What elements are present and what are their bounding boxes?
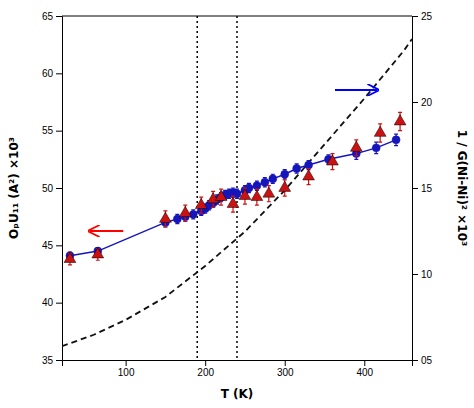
y-axis-title: OₚU₁₁ (A²) ×10³ — [7, 137, 21, 239]
tick: 55 — [42, 125, 62, 136]
tick-mark — [412, 360, 418, 361]
marker — [92, 248, 104, 258]
marker — [372, 144, 380, 152]
tick-label: 300 — [277, 367, 294, 378]
y2-axis-title: 1 / G(Ni-Ni)² ×10³ — [455, 130, 469, 247]
marker — [350, 141, 362, 151]
chart: 100 200 300 400 35 40 45 50 55 60 65 05 10 15 20 25 T (K… — [0, 0, 474, 408]
series-markers — [66, 134, 400, 260]
tick: 400 — [356, 360, 373, 378]
tick-mark — [126, 360, 127, 366]
marker — [215, 190, 227, 200]
tick-mark — [56, 16, 62, 17]
vertical-line — [196, 16, 198, 360]
tick-label: 400 — [356, 367, 373, 378]
tick: 25 — [412, 11, 433, 22]
marker — [279, 181, 291, 191]
tick-label: 65 — [42, 11, 54, 22]
tick: 10 — [412, 269, 433, 280]
marker — [327, 155, 339, 165]
tick-mark — [56, 360, 62, 361]
tick: 40 — [42, 297, 62, 308]
marker — [227, 197, 239, 207]
marker — [253, 182, 261, 190]
tick-label: 15 — [421, 183, 433, 194]
x-axis-title: T (K) — [221, 387, 254, 401]
tick-mark — [56, 73, 62, 74]
tick-mark — [285, 360, 286, 366]
marker — [303, 170, 315, 180]
axis-line — [56, 17, 63, 361]
tick-label: 10 — [421, 269, 433, 280]
tick: 300 — [277, 360, 294, 378]
tick-label: 40 — [42, 297, 54, 308]
tick: 05 — [412, 355, 433, 366]
tick-label: 45 — [42, 240, 54, 251]
marker — [394, 115, 406, 125]
tick: 15 — [412, 183, 433, 194]
arrows — [90, 90, 377, 231]
series-line — [70, 140, 396, 256]
tick: 100 — [118, 360, 135, 378]
axis-line — [413, 17, 419, 361]
tick: 60 — [42, 68, 62, 79]
tick-label: 50 — [42, 183, 54, 194]
arrow — [335, 89, 377, 91]
tick-mark — [56, 245, 62, 246]
tick: 50 — [42, 183, 62, 194]
marker — [179, 206, 191, 216]
tick-label: 35 — [42, 355, 54, 366]
tick-label: 25 — [421, 11, 433, 22]
tick-mark — [56, 131, 62, 132]
tick-label: 55 — [42, 125, 54, 136]
tick-label: 60 — [42, 68, 54, 79]
axis-line — [63, 361, 413, 367]
marker — [281, 170, 289, 178]
tick-mark — [412, 188, 418, 189]
arrow — [90, 230, 123, 232]
series-markers — [64, 112, 406, 265]
marker — [160, 212, 172, 222]
marker — [189, 210, 197, 218]
tick: 45 — [42, 240, 62, 251]
marker — [374, 126, 386, 136]
marker — [239, 189, 251, 199]
marker — [269, 175, 277, 183]
tick: 200 — [197, 360, 214, 378]
plot-root: 100 200 300 400 35 40 45 50 55 60 65 05 10 15 20 25 — [42, 11, 433, 378]
tick: 65 — [42, 11, 62, 22]
tick-label: 20 — [421, 97, 433, 108]
marker — [251, 190, 263, 200]
tick-label: 100 — [118, 367, 135, 378]
marker — [64, 252, 76, 262]
tick-label: 200 — [197, 367, 214, 378]
tick-label: 05 — [421, 355, 433, 366]
x-axis: 100 200 300 400 — [63, 360, 413, 378]
tick-mark — [412, 102, 418, 103]
marker — [392, 136, 400, 144]
y2-axis: 05 10 15 20 25 — [412, 11, 433, 366]
series-line — [62, 39, 412, 346]
plot-area — [62, 16, 412, 360]
tick-mark — [412, 16, 418, 17]
marker — [293, 165, 301, 173]
marker — [305, 161, 313, 169]
tick-mark — [364, 360, 365, 366]
marker — [263, 187, 275, 197]
tick-mark — [412, 274, 418, 275]
marker — [195, 198, 207, 208]
tick-mark — [56, 188, 62, 189]
vertical-line — [236, 16, 238, 360]
y-axis: 35 40 45 50 55 60 65 — [42, 11, 63, 366]
tick-mark — [205, 360, 206, 366]
marker — [261, 178, 269, 186]
tick-mark — [56, 303, 62, 304]
tick: 35 — [42, 355, 62, 366]
tick: 20 — [412, 97, 433, 108]
